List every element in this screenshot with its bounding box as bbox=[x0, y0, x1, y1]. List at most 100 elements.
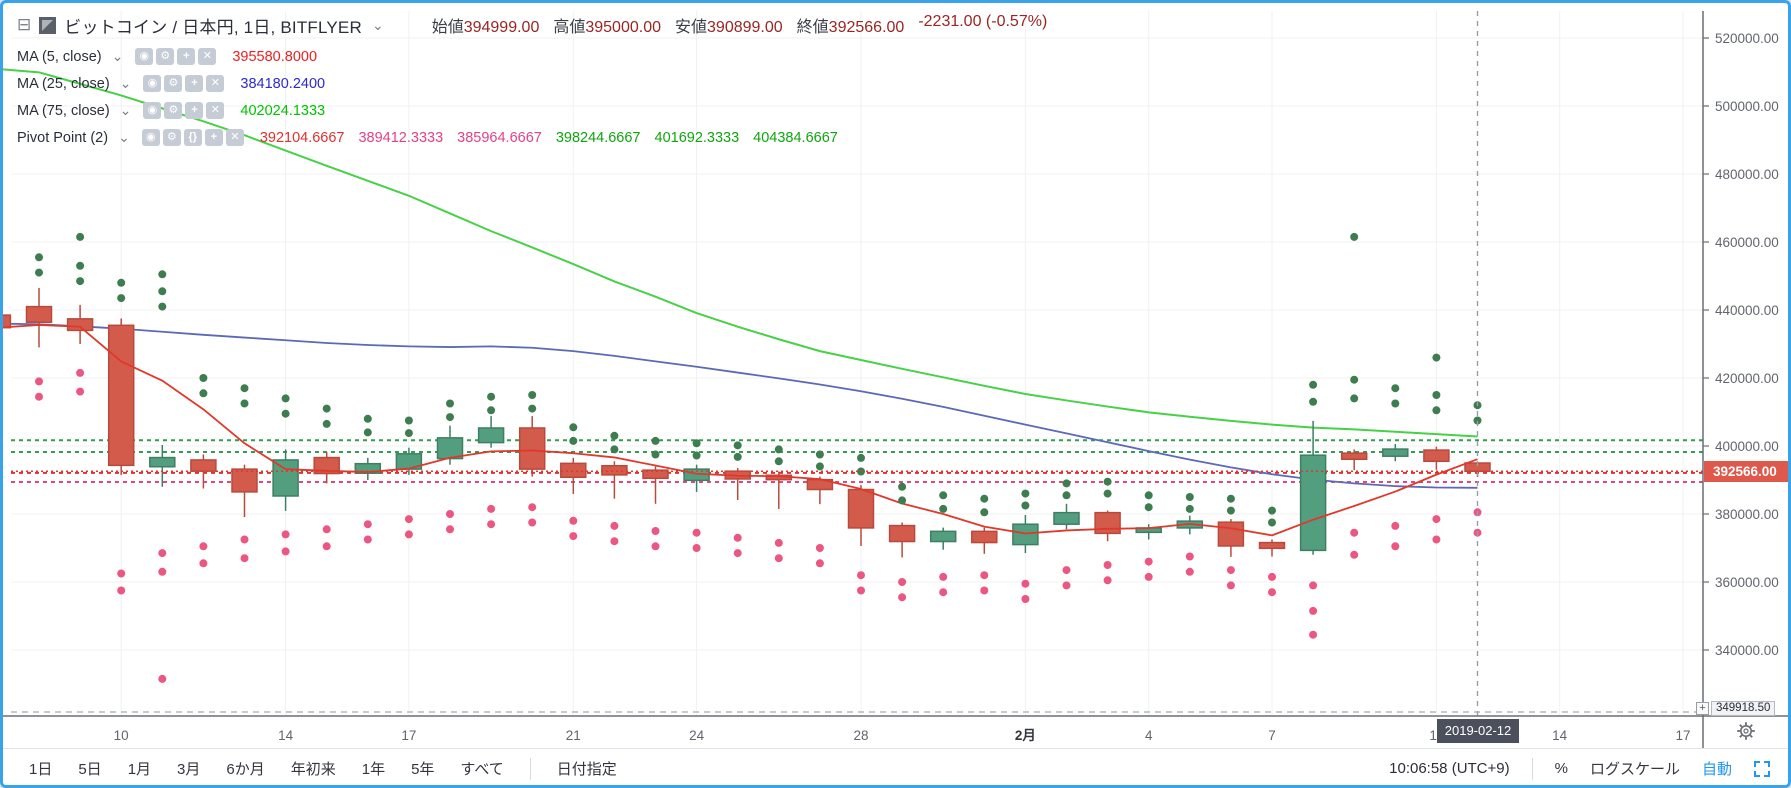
eye-icon[interactable]: ◉ bbox=[143, 75, 162, 92]
pivot-low-dot bbox=[610, 521, 619, 530]
clock[interactable]: 10:06:58 (UTC+9) bbox=[1389, 760, 1510, 777]
pivot-low-dot bbox=[158, 567, 167, 576]
pivot-low-dot bbox=[117, 586, 126, 595]
range-6m[interactable]: 6か月 bbox=[226, 761, 265, 778]
eye-icon[interactable]: ◉ bbox=[135, 48, 154, 65]
pivot-low-dot bbox=[692, 544, 701, 552]
pivot-low-dot bbox=[446, 510, 454, 518]
candle-body bbox=[149, 456, 176, 468]
chevron-down-icon: ⌄ bbox=[119, 75, 132, 91]
pivot-low-dot bbox=[1350, 550, 1359, 559]
indicator-legend: MA (5, close) ⌄ ◉ ⚙ + ✕ 395580.8000 MA (… bbox=[17, 43, 838, 151]
settings-icon[interactable]: ⚙ bbox=[156, 48, 175, 65]
pivot-high-dot bbox=[1185, 504, 1194, 513]
time-tick-label: 28 bbox=[853, 728, 868, 743]
pivot-low-dot bbox=[1226, 581, 1235, 590]
source-code-icon[interactable]: {} bbox=[183, 129, 202, 146]
range-all[interactable]: すべて bbox=[460, 761, 504, 778]
pivot-low-dot bbox=[857, 571, 865, 580]
chevron-down-icon: ⌄ bbox=[111, 48, 124, 64]
pivot-r2-value: 401692.3333 bbox=[654, 129, 740, 146]
pivot-high-dot bbox=[815, 462, 824, 471]
ma5-value: 395580.8000 bbox=[232, 48, 318, 65]
add-icon[interactable]: + bbox=[185, 102, 204, 119]
settings-icon[interactable]: ⚙ bbox=[164, 75, 183, 92]
range-1y[interactable]: 1年 bbox=[361, 761, 386, 778]
settings-icon[interactable]: ⚙ bbox=[164, 102, 183, 119]
ma75-label[interactable]: MA (75, close) bbox=[17, 102, 110, 119]
pivot-high-dot bbox=[240, 399, 249, 408]
range-5d[interactable]: 5日 bbox=[78, 761, 102, 778]
close-icon[interactable]: ✕ bbox=[206, 102, 225, 119]
pinned-price-value: 349918.50 bbox=[1711, 701, 1776, 716]
pivot-p-value: 392104.6667 bbox=[259, 129, 345, 146]
divider bbox=[529, 757, 531, 780]
pivot-low-dot bbox=[487, 504, 496, 513]
pivot-low-dot bbox=[528, 518, 537, 527]
price-tick-label: 420000.00 bbox=[1715, 371, 1779, 386]
candle-body bbox=[1258, 541, 1286, 550]
pivot-high-dot bbox=[322, 419, 331, 428]
time-tick-label: 14 bbox=[1552, 728, 1568, 743]
range-1m[interactable]: 1月 bbox=[127, 761, 152, 778]
pivot-high-dot bbox=[281, 409, 290, 418]
eye-icon[interactable]: ◉ bbox=[141, 129, 160, 146]
eye-icon[interactable]: ◉ bbox=[143, 102, 162, 119]
pivot-label[interactable]: Pivot Point (2) bbox=[17, 129, 109, 146]
pivot-high-dot bbox=[774, 445, 783, 454]
price-tick-label: 340000.00 bbox=[1715, 643, 1779, 658]
settings-icon[interactable]: ⚙ bbox=[162, 129, 181, 146]
chart-area[interactable]: 520000.00500000.00480000.00460000.004400… bbox=[3, 3, 1791, 748]
candle-body bbox=[190, 459, 217, 472]
price-axis[interactable] bbox=[1703, 11, 1788, 716]
candle-body bbox=[25, 305, 53, 323]
goto-date-button[interactable]: 日付指定 bbox=[556, 761, 617, 778]
range-1d[interactable]: 1日 bbox=[29, 761, 53, 778]
close-icon[interactable]: ✕ bbox=[225, 129, 244, 146]
range-5y[interactable]: 5年 bbox=[411, 761, 435, 778]
fullscreen-icon[interactable] bbox=[1754, 760, 1770, 777]
pivot-low-dot bbox=[1144, 557, 1153, 566]
pivot-high-dot bbox=[651, 450, 660, 459]
time-axis-gear-icon[interactable] bbox=[1731, 720, 1761, 746]
change-value: -2231.00 (-0.57%) bbox=[918, 13, 1048, 30]
ma75-line bbox=[3, 68, 1478, 438]
close-icon[interactable]: ✕ bbox=[206, 75, 225, 92]
auto-scale-button[interactable]: 自動 bbox=[1701, 761, 1732, 778]
pivot-low-dot bbox=[651, 527, 660, 535]
pivot-high-dot bbox=[1432, 353, 1441, 362]
ma5-label[interactable]: MA (5, close) bbox=[17, 48, 102, 65]
pivot-high-dot bbox=[980, 494, 989, 503]
time-tick-label: 17 bbox=[401, 728, 416, 743]
candle-body bbox=[66, 318, 94, 332]
pivot-low-dot bbox=[1309, 630, 1318, 639]
symbol-title[interactable]: ビットコイン / 日本円, 1日, BITFLYER bbox=[64, 17, 362, 37]
pivot-high-dot bbox=[1309, 397, 1318, 406]
close-icon[interactable]: ✕ bbox=[198, 48, 217, 65]
pivot-low-dot bbox=[1268, 588, 1276, 597]
pivot-low-dot bbox=[199, 559, 208, 568]
pivot-low-dot bbox=[1350, 528, 1359, 537]
add-icon[interactable]: + bbox=[204, 129, 223, 146]
percent-scale-button[interactable]: % bbox=[1554, 760, 1568, 777]
add-icon[interactable]: + bbox=[177, 48, 196, 65]
range-ytd[interactable]: 年初来 bbox=[290, 761, 336, 778]
add-icon[interactable]: + bbox=[185, 75, 204, 92]
pivot-values: 392104.6667 389412.3333 385964.6667 3982… bbox=[260, 130, 838, 146]
ma25-label[interactable]: MA (25, close) bbox=[17, 75, 110, 92]
pivot-high-dot bbox=[1226, 506, 1235, 515]
candle-body bbox=[847, 488, 875, 529]
candle-body bbox=[354, 462, 382, 474]
pivot-low-dot bbox=[1062, 581, 1071, 590]
collapse-icon[interactable]: ⊟ bbox=[17, 15, 32, 34]
pivot-high-dot bbox=[1062, 491, 1071, 500]
plus-icon[interactable]: + bbox=[1696, 702, 1709, 715]
range-3m[interactable]: 3月 bbox=[177, 761, 201, 778]
ma25-line bbox=[3, 322, 1478, 489]
pivot-low-dot bbox=[281, 547, 290, 556]
price-tick-label: 440000.00 bbox=[1715, 303, 1779, 318]
time-tick-label: 14 bbox=[278, 728, 294, 743]
pivot-high-dot bbox=[1432, 391, 1441, 399]
ma75-value: 402024.1333 bbox=[240, 102, 326, 119]
log-scale-button[interactable]: ログスケール bbox=[1589, 761, 1680, 778]
